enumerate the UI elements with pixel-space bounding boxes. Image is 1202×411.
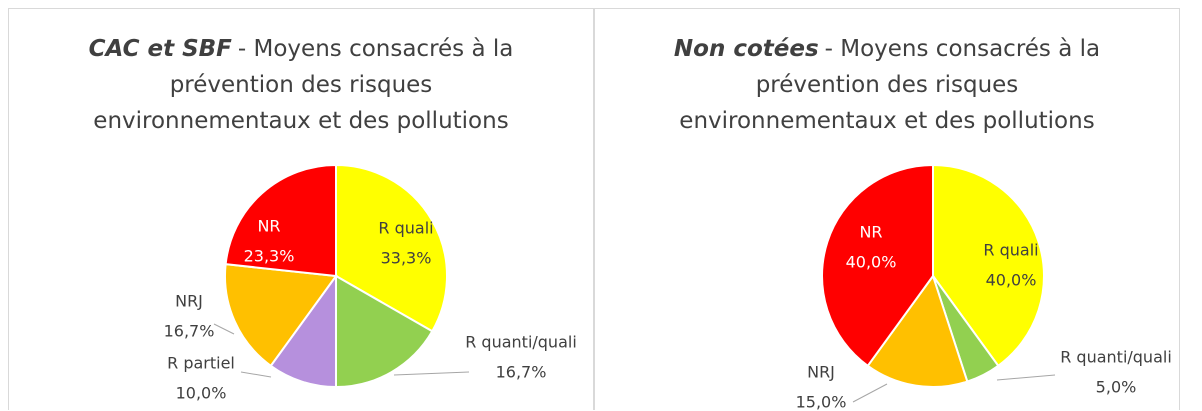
data-label-value: 15,0% <box>796 393 847 411</box>
data-label-value: 5,0% <box>1096 378 1137 397</box>
data-label-name: R quanti/quali <box>1060 348 1172 367</box>
data-label-value: 10,0% <box>176 384 227 403</box>
data-label-value: 23,3% <box>244 247 295 266</box>
data-label-name: NR <box>859 223 882 242</box>
data-label-name: R quali <box>378 219 433 238</box>
leader-line <box>997 375 1055 380</box>
data-label-value: 40,0% <box>986 271 1037 290</box>
leader-line <box>214 324 234 334</box>
data-label-name: R partiel <box>167 354 235 373</box>
pie-chart: R quali 40,0% R quanti/quali 5,0% NRJ 15,0% NR… <box>595 9 1181 411</box>
data-label-name: NR <box>257 217 280 236</box>
data-label-value: 33,3% <box>381 249 432 268</box>
data-label-name: NRJ <box>807 363 835 382</box>
data-label-name: R quanti/quali <box>465 333 577 352</box>
data-label-value: 40,0% <box>846 253 897 272</box>
chart-panel: Non cotées- Moyens consacrés à la préven… <box>594 8 1180 410</box>
data-label-name: NRJ <box>175 292 203 311</box>
chart-panel: CAC et SBF- Moyens consacrés à la préven… <box>8 8 594 410</box>
data-label-name: R quali <box>983 241 1038 260</box>
pie-chart: R quali 33,3% R quanti/quali 16,7% R partiel… <box>9 9 595 411</box>
leader-line <box>853 384 887 402</box>
leader-line <box>394 372 469 375</box>
leader-line <box>241 372 271 377</box>
data-label-value: 16,7% <box>496 363 547 382</box>
data-label-value: 16,7% <box>164 322 215 341</box>
